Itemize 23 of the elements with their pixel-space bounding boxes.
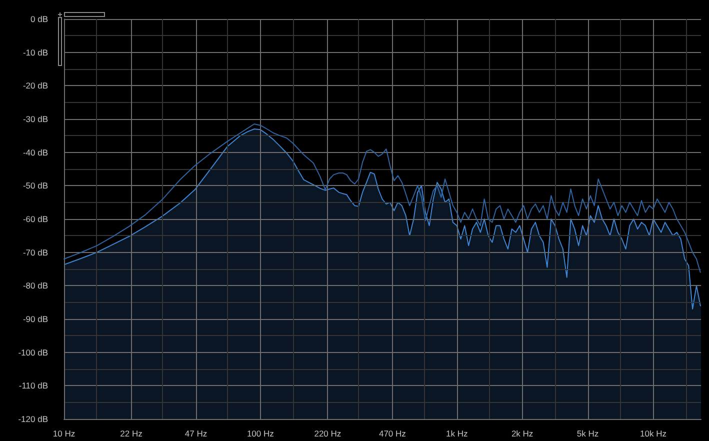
y-tick-label: -100 dB — [18, 347, 48, 358]
y-tick-label: -30 dB — [22, 114, 48, 124]
x-tick-label: 220 Hz — [314, 428, 342, 438]
y-tick-label: -50 dB — [22, 180, 48, 191]
y-tick-label: -70 dB — [22, 247, 48, 258]
y-tick-label: -60 dB — [22, 214, 48, 224]
y-tick-label: -20 dB — [22, 80, 48, 91]
x-tick-label: 2k Hz — [511, 428, 534, 438]
y-tick-label: -10 dB — [22, 47, 48, 58]
x-tick-label: 100 Hz — [246, 428, 274, 438]
y-tick-label: -90 dB — [22, 314, 48, 324]
x-tick-label: 10k Hz — [640, 428, 666, 438]
y-tick-label: 0 dB — [30, 14, 48, 24]
x-tick-label: 1k Hz — [446, 428, 468, 438]
x-tick-label: 470 Hz — [378, 428, 406, 438]
y-tick-label: -80 dB — [22, 280, 48, 291]
y-tick-label: -110 dB — [18, 380, 48, 391]
x-tick-label: 5k Hz — [576, 428, 599, 438]
y-tick-label: -120 dB — [18, 414, 48, 424]
x-tick-label: 22 Hz — [120, 428, 142, 438]
y-tick-label: -40 dB — [22, 147, 48, 158]
x-tick-label: 10 Hz — [52, 428, 76, 438]
x-tick-label: 47 Hz — [184, 428, 208, 438]
